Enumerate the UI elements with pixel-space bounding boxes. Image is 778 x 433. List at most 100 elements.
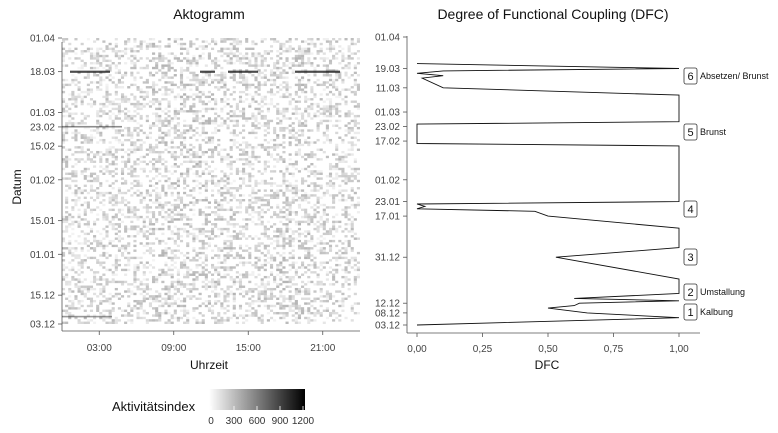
heat-cell bbox=[80, 292, 84, 296]
heat-cell bbox=[65, 83, 69, 87]
heat-cell bbox=[192, 278, 196, 281]
heat-cell bbox=[62, 146, 66, 149]
heat-cell bbox=[350, 235, 354, 238]
heat-cell bbox=[183, 299, 187, 303]
heat-cell bbox=[294, 50, 298, 53]
heat-cell bbox=[288, 206, 292, 209]
heat-cell bbox=[276, 62, 280, 65]
heat-cell bbox=[353, 292, 357, 296]
heat-cell bbox=[167, 208, 171, 212]
heat-cell bbox=[319, 93, 323, 96]
heat-cell bbox=[74, 174, 78, 178]
heat-cell bbox=[111, 124, 115, 127]
heat-cell bbox=[238, 244, 243, 248]
heat-cell bbox=[68, 213, 72, 216]
heat-cell bbox=[155, 119, 159, 123]
heat-cell bbox=[223, 254, 227, 257]
heat-cell bbox=[86, 249, 90, 252]
heat-cell bbox=[257, 237, 261, 240]
heat-cell bbox=[235, 235, 239, 238]
heat-cell bbox=[341, 285, 345, 288]
heat-cell bbox=[235, 47, 239, 51]
heat-cell bbox=[238, 232, 243, 236]
heat-cell bbox=[341, 213, 345, 216]
heat-cell bbox=[304, 297, 308, 300]
heat-cell bbox=[341, 150, 345, 154]
heat-cell bbox=[273, 230, 277, 233]
heat-cell bbox=[158, 119, 162, 123]
heat-cell bbox=[127, 155, 131, 159]
heat-cell bbox=[251, 112, 255, 115]
heat-cell bbox=[344, 102, 348, 106]
heat-cell bbox=[291, 239, 295, 243]
heat-cell bbox=[220, 287, 224, 291]
heat-cell bbox=[167, 237, 171, 240]
heat-cell bbox=[173, 155, 177, 159]
heat-cell bbox=[248, 302, 252, 305]
heat-cell bbox=[297, 45, 302, 48]
heat-cell bbox=[254, 78, 258, 82]
heat-cell bbox=[251, 287, 255, 291]
heat-cell bbox=[93, 71, 97, 75]
heat-cell bbox=[114, 42, 118, 46]
heat-cell bbox=[102, 215, 106, 219]
heat-cell bbox=[173, 280, 177, 284]
heat-cell bbox=[207, 74, 211, 77]
heat-cell bbox=[176, 59, 180, 63]
heat-cell bbox=[102, 261, 106, 264]
heat-cell bbox=[226, 62, 230, 65]
heat-cell bbox=[74, 249, 78, 252]
heat-cell bbox=[248, 206, 252, 209]
heat-cell bbox=[108, 268, 112, 272]
heat-cell bbox=[195, 38, 199, 41]
heat-cell bbox=[114, 155, 118, 159]
heat-cell bbox=[145, 319, 149, 322]
heat-cell bbox=[291, 62, 295, 65]
heat-cell bbox=[297, 141, 302, 144]
heat-cell bbox=[356, 40, 360, 43]
heat-cell bbox=[86, 239, 90, 243]
heat-cell bbox=[65, 297, 69, 300]
heat-cell bbox=[189, 88, 193, 91]
heat-cell bbox=[341, 81, 345, 84]
heat-cell bbox=[83, 189, 87, 192]
heat-cell bbox=[282, 304, 286, 308]
heat-cell bbox=[319, 304, 323, 308]
heat-cell bbox=[195, 64, 199, 67]
heat-cell bbox=[313, 155, 317, 159]
heat-cell bbox=[161, 66, 165, 70]
heat-cell bbox=[356, 57, 360, 60]
heat-cell bbox=[297, 95, 302, 99]
heat-cell bbox=[65, 242, 69, 245]
heat-cell bbox=[232, 131, 236, 135]
heat-cell bbox=[263, 268, 267, 272]
heat-cell bbox=[266, 297, 270, 300]
heat-cell bbox=[223, 261, 227, 264]
heat-cell bbox=[211, 119, 215, 123]
heat-cell bbox=[167, 287, 171, 291]
heat-cell bbox=[158, 69, 162, 72]
heat-cell bbox=[297, 129, 302, 132]
heat-cell bbox=[350, 119, 354, 123]
heat-cell bbox=[114, 273, 118, 276]
heat-cell bbox=[322, 309, 326, 312]
heat-cell bbox=[89, 187, 94, 190]
heat-cell bbox=[201, 93, 205, 96]
heat-cell bbox=[350, 223, 354, 226]
heat-cell bbox=[155, 170, 159, 173]
heat-cell bbox=[254, 235, 258, 238]
heat-cell bbox=[297, 307, 302, 310]
heat-cell bbox=[117, 263, 121, 267]
heat-cell bbox=[89, 319, 94, 322]
heat-cell bbox=[204, 273, 208, 276]
heat-cell bbox=[294, 112, 298, 115]
heat-cell bbox=[114, 71, 118, 75]
heat-cell bbox=[242, 158, 246, 161]
heat-cell bbox=[170, 232, 174, 236]
heat-cell bbox=[211, 148, 215, 151]
heat-cell bbox=[176, 283, 180, 286]
heat-cell bbox=[226, 165, 230, 168]
heat-cell bbox=[111, 107, 115, 111]
heat-cell bbox=[167, 297, 171, 300]
heat-cell bbox=[254, 64, 258, 67]
